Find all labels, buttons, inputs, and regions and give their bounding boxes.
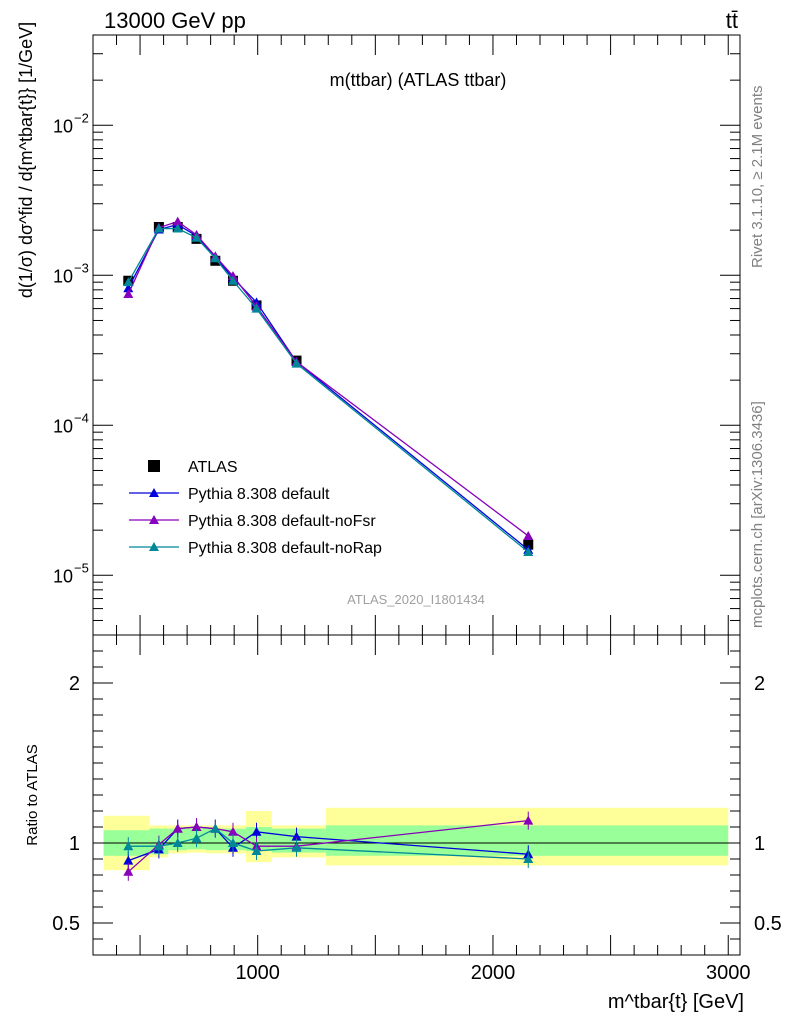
mc-point	[123, 289, 134, 299]
legend-label: Pythia 8.308 default-noFsr	[188, 513, 376, 530]
mc-point	[523, 530, 534, 540]
legend-marker	[149, 488, 159, 497]
mc-point	[251, 303, 262, 313]
ratio-point	[210, 823, 221, 833]
main-title: m(ttbar) (ATLAS ttbar)	[330, 70, 507, 90]
ratio-y-tick-label: 0.5	[52, 913, 80, 935]
ratio-point	[153, 841, 164, 851]
legend-marker	[149, 515, 159, 524]
main-panel: 10−510−410−310−2 m(ttbar) (ATLAS ttbar) …	[16, 22, 741, 636]
legend-marker	[148, 460, 160, 472]
ratio-y-tick-label: 2	[69, 673, 80, 695]
ratio-point	[251, 846, 262, 855]
ratio-y-tick-label: 1	[754, 833, 765, 855]
legend-label: Pythia 8.308 default-noRap	[188, 540, 382, 557]
ratio-point	[523, 854, 534, 863]
ratio-point	[523, 815, 534, 825]
ratio-point	[227, 838, 238, 847]
ratio-y-tick-label: 2	[754, 673, 765, 695]
ratio-frame	[92, 634, 741, 956]
mc-point	[172, 216, 183, 226]
y-tick-exponent: −2	[74, 110, 89, 125]
ratio-point	[191, 833, 202, 843]
uncertainty-band-inner	[325, 825, 729, 856]
y-tick-exponent: −3	[74, 260, 89, 275]
analysis-watermark: ATLAS_2020_I1801434	[347, 592, 485, 607]
ratio-point	[191, 822, 202, 831]
ratio-point	[172, 838, 183, 847]
legend: ATLAS Pythia 8.308 default Pythia 8.308 de…	[129, 459, 382, 557]
y-tick-label: 10	[53, 416, 73, 436]
mc-point	[123, 277, 134, 287]
y-tick-label: 10	[53, 116, 73, 136]
data-point	[523, 539, 534, 550]
ratio-point	[123, 866, 134, 876]
legend-marker	[149, 542, 159, 551]
x-tick-label: 3000	[706, 962, 751, 984]
ratio-panel: 1000 2000 3000 0.5 0.5 1 1 2 2 Ratio to ATLAS m^…	[24, 634, 782, 1013]
mc-point	[153, 223, 164, 233]
y-tick-label: 10	[53, 266, 73, 286]
ratio-point	[291, 831, 302, 841]
y-tick-exponent: −4	[74, 410, 89, 425]
mc-point	[210, 253, 221, 263]
x-tick-label: 1000	[235, 962, 280, 984]
mc-point	[227, 275, 238, 285]
series-line	[127, 227, 529, 553]
mc-point	[291, 358, 302, 368]
collision-label: 13000 GeV pp	[104, 8, 246, 33]
ratio-point	[172, 823, 183, 833]
ratio-point	[123, 855, 134, 865]
ratio-point	[251, 826, 262, 836]
ratio-y-tick-label: 0.5	[754, 913, 782, 935]
ratio-point	[291, 842, 302, 852]
ratio-point	[227, 826, 238, 836]
mc-point	[191, 232, 202, 242]
process-label: tt̄	[726, 8, 738, 33]
mc-point	[523, 547, 534, 557]
y-tick-exponent: −5	[74, 560, 89, 575]
ratio-y-tick-label: 1	[69, 833, 80, 855]
legend-label: ATLAS	[188, 459, 238, 476]
mcplots-label: mcplots.cern.ch [arXiv:1306.3436]	[749, 401, 766, 628]
ratio-ylabel: Ratio to ATLAS	[24, 744, 41, 845]
x-tick-label: 2000	[471, 962, 516, 984]
mc-point	[172, 223, 183, 233]
rivet-label: Rivet 3.1.10, ≥ 2.1M events	[749, 86, 766, 269]
legend-label: Pythia 8.308 default	[188, 486, 330, 503]
main-ylabel: d(1/σ) dσ^fid / d{m^tbar{t}} [1/GeV]	[16, 22, 36, 298]
ratio-point	[123, 841, 134, 851]
y-tick-label: 10	[53, 566, 73, 586]
ratio-xlabel: m^tbar{t} [GeV]	[608, 991, 744, 1013]
